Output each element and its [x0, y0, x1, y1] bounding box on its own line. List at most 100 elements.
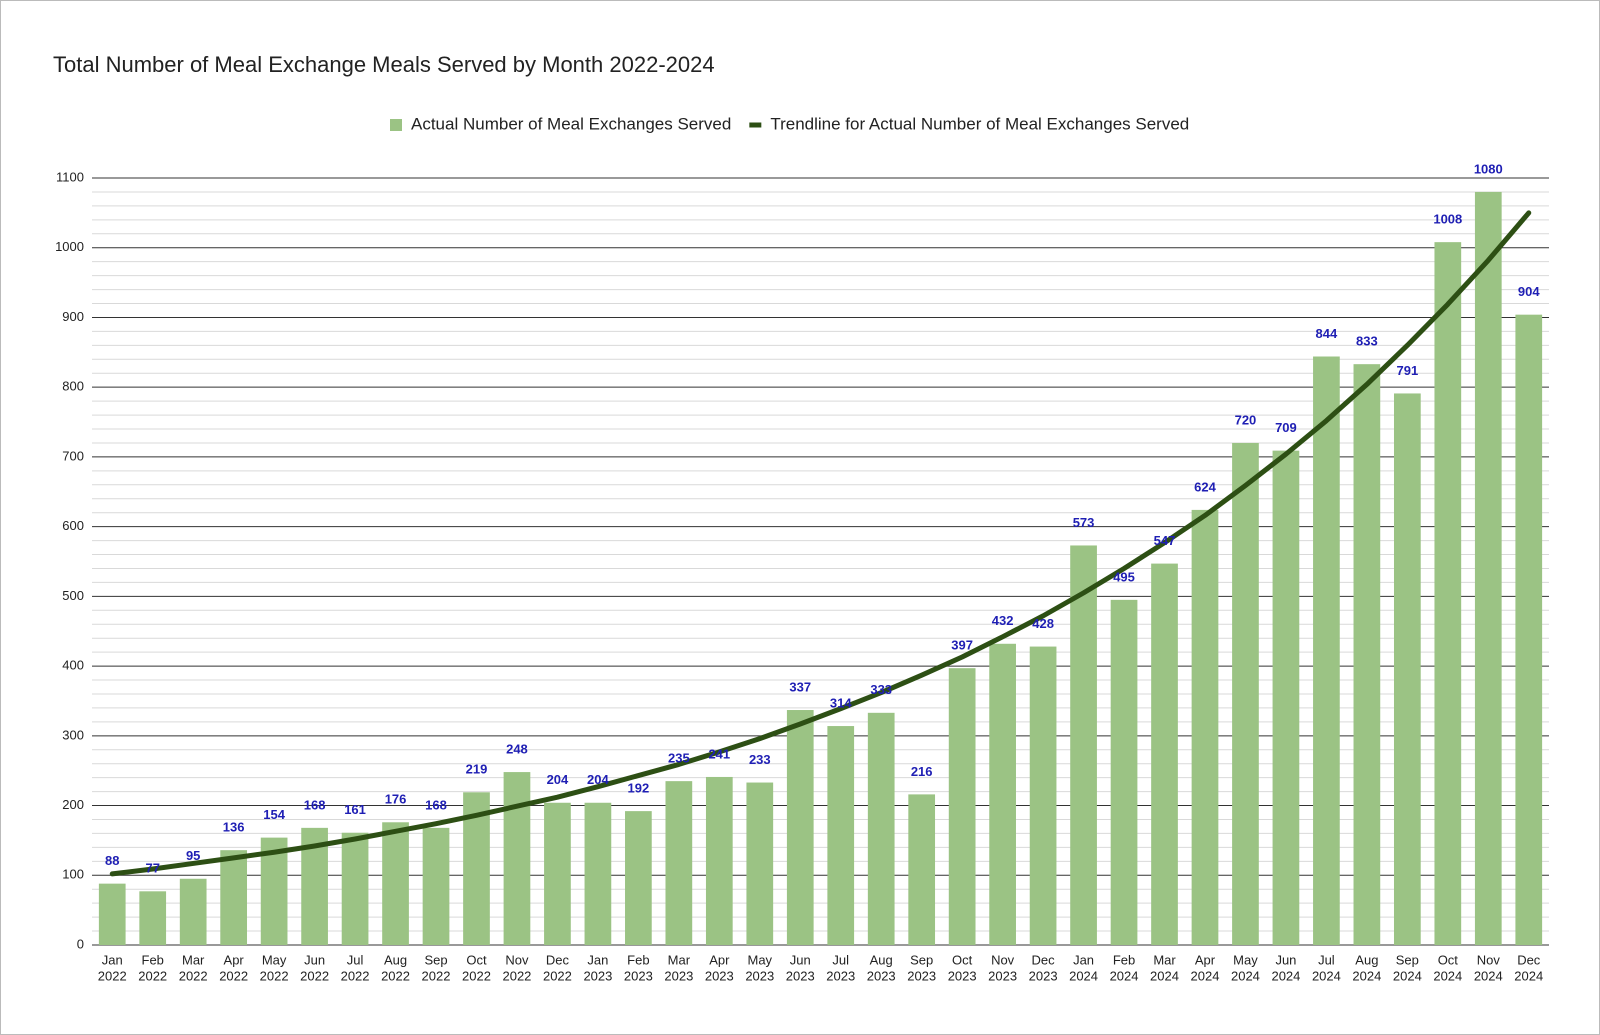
bar — [625, 811, 652, 945]
x-tick-label: 2024 — [1231, 968, 1260, 983]
bar — [139, 891, 167, 945]
x-tick-label: 2023 — [948, 968, 977, 983]
x-tick-label: 2022 — [219, 968, 248, 983]
data-label: 495 — [1113, 569, 1135, 584]
x-tick-label: 2022 — [381, 968, 410, 983]
x-tick-label: 2022 — [341, 968, 370, 983]
bar — [1393, 393, 1421, 945]
x-tick-label: Jan — [1073, 952, 1094, 967]
y-tick-label: 1100 — [56, 169, 84, 184]
bar — [705, 776, 733, 945]
x-tick-label: 2022 — [98, 968, 127, 983]
bar — [1191, 509, 1219, 945]
bar — [1029, 646, 1057, 945]
y-tick-label: 1000 — [55, 239, 84, 254]
bar — [1232, 442, 1259, 945]
data-label: 95 — [186, 848, 200, 863]
bar — [544, 802, 571, 945]
y-tick-label: 100 — [62, 867, 84, 882]
y-tick-label: 200 — [62, 797, 84, 812]
x-tick-label: 2022 — [300, 968, 329, 983]
x-tick-label: Nov — [991, 952, 1015, 967]
x-tick-label: 2023 — [786, 968, 815, 983]
x-tick-label: 2022 — [543, 968, 572, 983]
data-label: 432 — [992, 613, 1014, 628]
x-tick-label: 2022 — [260, 968, 289, 983]
data-label: 397 — [951, 638, 973, 653]
bar — [422, 827, 450, 945]
x-tick-label: May — [748, 952, 773, 967]
data-label: 314 — [830, 695, 852, 710]
x-tick-label: Jan — [102, 952, 123, 967]
x-tick-label: Nov — [505, 952, 529, 967]
x-tick-label: 2023 — [583, 968, 612, 983]
bar — [746, 782, 774, 945]
x-tick-label: May — [1233, 952, 1258, 967]
bar — [1151, 563, 1178, 945]
x-tick-label: 2024 — [1474, 968, 1503, 983]
data-label: 573 — [1073, 515, 1095, 530]
x-tick-label: Feb — [627, 952, 649, 967]
data-label: 791 — [1396, 363, 1418, 378]
x-tick-label: Jun — [1275, 952, 1296, 967]
x-tick-label: 2023 — [826, 968, 855, 983]
bar — [1353, 364, 1381, 945]
bar — [1313, 356, 1340, 945]
legend-label: Actual Number of Meal Exchanges Served — [411, 114, 731, 133]
data-label: 192 — [628, 781, 650, 796]
x-tick-label: 2024 — [1069, 968, 1098, 983]
x-tick-label: 2023 — [988, 968, 1017, 983]
data-label: 833 — [1356, 334, 1378, 349]
y-tick-label: 500 — [62, 588, 84, 603]
x-tick-label: Jul — [832, 952, 849, 967]
data-label: 709 — [1275, 420, 1297, 435]
x-tick-label: 2022 — [138, 968, 167, 983]
x-tick-label: 2023 — [705, 968, 734, 983]
x-tick-label: Sep — [424, 952, 447, 967]
data-label: 204 — [547, 772, 569, 787]
x-tick-label: Jun — [790, 952, 811, 967]
data-label: 136 — [223, 820, 245, 835]
x-tick-label: 2024 — [1433, 968, 1462, 983]
bar — [220, 850, 248, 945]
data-label: 1008 — [1433, 212, 1462, 227]
x-tick-label: Oct — [466, 952, 487, 967]
x-tick-label: 2023 — [1029, 968, 1058, 983]
data-label: 844 — [1316, 326, 1338, 341]
bar — [1272, 450, 1300, 945]
trendline — [109, 210, 1532, 877]
y-tick-label: 300 — [62, 727, 84, 742]
legend: Actual Number of Meal Exchanges Served Tr… — [390, 114, 1189, 133]
data-label: 176 — [385, 792, 407, 807]
x-tick-label: Mar — [182, 952, 205, 967]
data-label: 219 — [466, 762, 488, 777]
x-tick-label: May — [262, 952, 287, 967]
y-tick-label: 900 — [62, 309, 84, 324]
x-tick-label: Jul — [1318, 952, 1335, 967]
x-tick-label: Dec — [546, 952, 570, 967]
x-tick-label: Oct — [952, 952, 973, 967]
data-label: 428 — [1032, 616, 1054, 631]
data-label: 241 — [708, 746, 730, 761]
bar — [1110, 599, 1138, 945]
x-tick-label: 2023 — [745, 968, 774, 983]
x-tick-label: 2024 — [1352, 968, 1381, 983]
data-label: 161 — [344, 802, 366, 817]
bar — [382, 822, 409, 945]
x-tick-label: Sep — [1396, 952, 1419, 967]
bar — [341, 832, 369, 945]
x-tick-label: Mar — [668, 952, 691, 967]
y-tick-label: 400 — [62, 658, 84, 673]
data-label: 168 — [304, 797, 326, 812]
x-tick-label: Mar — [1153, 952, 1176, 967]
x-tick-label: 2024 — [1271, 968, 1300, 983]
x-tick-label: 2024 — [1312, 968, 1341, 983]
y-tick-label: 600 — [62, 518, 84, 533]
bar — [1474, 191, 1502, 946]
x-tick-label: Aug — [870, 952, 893, 967]
data-label: 154 — [263, 807, 285, 822]
data-label: 624 — [1194, 479, 1216, 494]
data-label: 233 — [749, 752, 771, 767]
x-tick-label: Apr — [1195, 952, 1216, 967]
